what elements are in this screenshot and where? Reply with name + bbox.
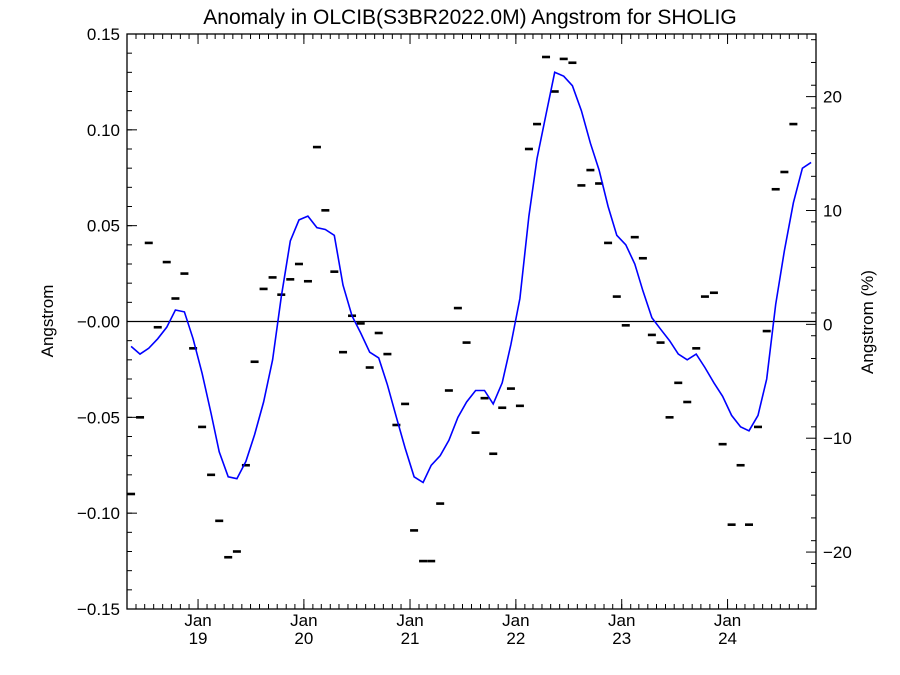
y-tick-label: −0.05 bbox=[77, 408, 120, 427]
x-tick-label-year: 21 bbox=[401, 629, 420, 648]
x-tick-label-year: 20 bbox=[294, 629, 313, 648]
y2-tick-label: −20 bbox=[823, 543, 852, 562]
y-tick-label: −0.00 bbox=[77, 313, 120, 332]
y-axis-label-right: Angstrom (%) bbox=[858, 270, 877, 374]
x-tick-label-year: 19 bbox=[189, 629, 208, 648]
y2-tick-label: 0 bbox=[823, 315, 832, 334]
anomaly-smoothed-line bbox=[130, 71, 812, 484]
x-tick-label-month: Jan bbox=[714, 611, 741, 630]
y2-tick-label: 20 bbox=[823, 88, 842, 107]
x-tick-label-month: Jan bbox=[608, 611, 635, 630]
y-tick-label: 0.15 bbox=[87, 25, 120, 44]
chart-title: Anomaly in OLCIB(S3BR2022.0M) Angstrom f… bbox=[203, 6, 736, 29]
x-tick-label-month: Jan bbox=[290, 611, 317, 630]
x-tick-label-month: Jan bbox=[184, 611, 211, 630]
y2-tick-label: 10 bbox=[823, 201, 842, 220]
x-tick-label-year: 24 bbox=[718, 629, 737, 648]
y2-tick-label: −10 bbox=[823, 429, 852, 448]
y-axis-label-left: Angstrom bbox=[38, 285, 57, 358]
plot-area: −0.15 −0.10 −0.05 −0.00 0.05 0.10 0.15 −20 −10 0 1… bbox=[77, 25, 852, 648]
x-tick-label-year: 22 bbox=[506, 629, 525, 648]
x-tick-label-month: Jan bbox=[396, 611, 423, 630]
y-tick-label: −0.15 bbox=[77, 600, 120, 619]
y-tick-label: 0.10 bbox=[87, 121, 120, 140]
x-tick-label-month: Jan bbox=[502, 611, 529, 630]
y-tick-label: −0.10 bbox=[77, 504, 120, 523]
x-tick-label-year: 23 bbox=[612, 629, 631, 648]
y-tick-label: 0.05 bbox=[87, 217, 120, 236]
